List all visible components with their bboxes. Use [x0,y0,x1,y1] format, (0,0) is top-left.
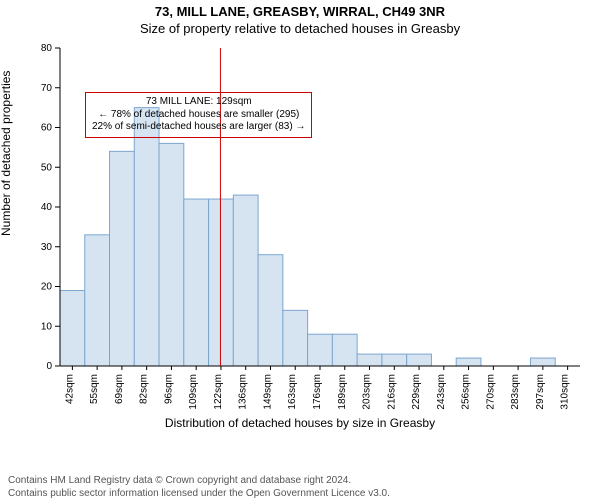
svg-text:229sqm: 229sqm [411,374,422,410]
svg-text:50: 50 [41,162,53,173]
svg-text:60: 60 [41,123,53,134]
svg-text:216sqm: 216sqm [386,374,397,410]
svg-text:80: 80 [41,43,53,54]
footer-line-1: Contains HM Land Registry data © Crown c… [8,475,390,488]
svg-text:136sqm: 136sqm [238,374,249,410]
annotation-box: 73 MILL LANE: 129sqm← 78% of detached ho… [85,92,312,138]
svg-text:20: 20 [41,282,53,293]
svg-text:30: 30 [41,242,53,253]
svg-text:55sqm: 55sqm [89,374,100,404]
svg-text:310sqm: 310sqm [560,374,571,410]
svg-text:270sqm: 270sqm [485,374,496,410]
svg-text:70: 70 [41,83,53,94]
svg-text:176sqm: 176sqm [312,374,323,410]
svg-text:163sqm: 163sqm [287,374,298,410]
svg-text:149sqm: 149sqm [262,374,273,410]
svg-text:297sqm: 297sqm [535,374,546,410]
x-axis-label: Distribution of detached houses by size … [0,416,600,430]
svg-text:109sqm: 109sqm [188,374,199,410]
svg-text:256sqm: 256sqm [461,374,472,410]
svg-text:82sqm: 82sqm [139,374,150,404]
svg-text:122sqm: 122sqm [213,374,224,410]
svg-text:283sqm: 283sqm [510,374,521,410]
svg-text:96sqm: 96sqm [163,374,174,404]
footer-line-2: Contains public sector information licen… [8,488,390,501]
svg-text:203sqm: 203sqm [362,374,373,410]
svg-text:10: 10 [41,321,53,332]
footer-attribution: Contains HM Land Registry data © Crown c… [8,475,390,500]
y-axis-label: Number of detached properties [0,71,13,236]
svg-text:189sqm: 189sqm [337,374,348,410]
svg-text:40: 40 [41,202,53,213]
svg-text:0: 0 [46,361,52,372]
chart-area: 0 10 20 30 40 50 60 70 80 42sqm 55sqm 69sqm 82sqm 96s… [0,36,600,436]
svg-text:42sqm: 42sqm [64,374,75,404]
address-title: 73, MILL LANE, GREASBY, WIRRAL, CH49 3NR [0,4,600,19]
svg-text:69sqm: 69sqm [114,374,125,404]
svg-text:243sqm: 243sqm [436,374,447,410]
chart-subtitle: Size of property relative to detached ho… [0,21,600,36]
